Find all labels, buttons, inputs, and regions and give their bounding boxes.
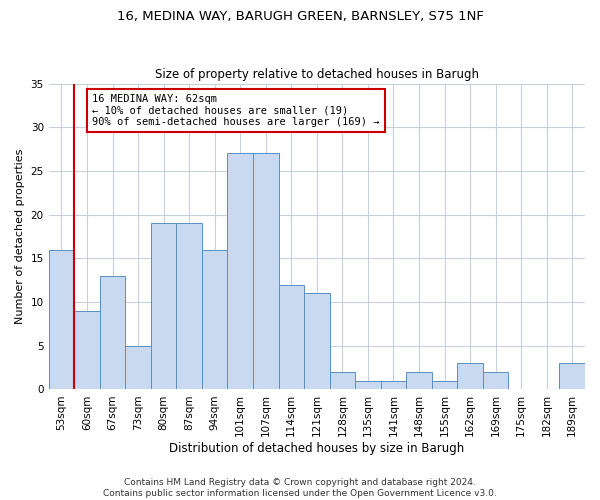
Bar — [380, 380, 406, 390]
Text: 16, MEDINA WAY, BARUGH GREEN, BARNSLEY, S75 1NF: 16, MEDINA WAY, BARUGH GREEN, BARNSLEY, … — [116, 10, 484, 23]
Bar — [559, 363, 585, 390]
Bar — [329, 372, 355, 390]
Bar — [355, 380, 380, 390]
Y-axis label: Number of detached properties: Number of detached properties — [15, 149, 25, 324]
Bar — [432, 380, 457, 390]
Bar — [227, 154, 253, 390]
Bar — [406, 372, 432, 390]
Bar — [74, 311, 100, 390]
Bar — [100, 276, 125, 390]
Bar — [176, 224, 202, 390]
Bar — [202, 250, 227, 390]
Bar — [304, 294, 329, 390]
Bar — [253, 154, 278, 390]
Text: Contains HM Land Registry data © Crown copyright and database right 2024.
Contai: Contains HM Land Registry data © Crown c… — [103, 478, 497, 498]
Bar — [125, 346, 151, 390]
X-axis label: Distribution of detached houses by size in Barugh: Distribution of detached houses by size … — [169, 442, 464, 455]
Bar — [483, 372, 508, 390]
Bar — [278, 284, 304, 390]
Bar — [151, 224, 176, 390]
Text: 16 MEDINA WAY: 62sqm
← 10% of detached houses are smaller (19)
90% of semi-detac: 16 MEDINA WAY: 62sqm ← 10% of detached h… — [92, 94, 380, 127]
Bar — [457, 363, 483, 390]
Title: Size of property relative to detached houses in Barugh: Size of property relative to detached ho… — [155, 68, 479, 81]
Bar — [49, 250, 74, 390]
